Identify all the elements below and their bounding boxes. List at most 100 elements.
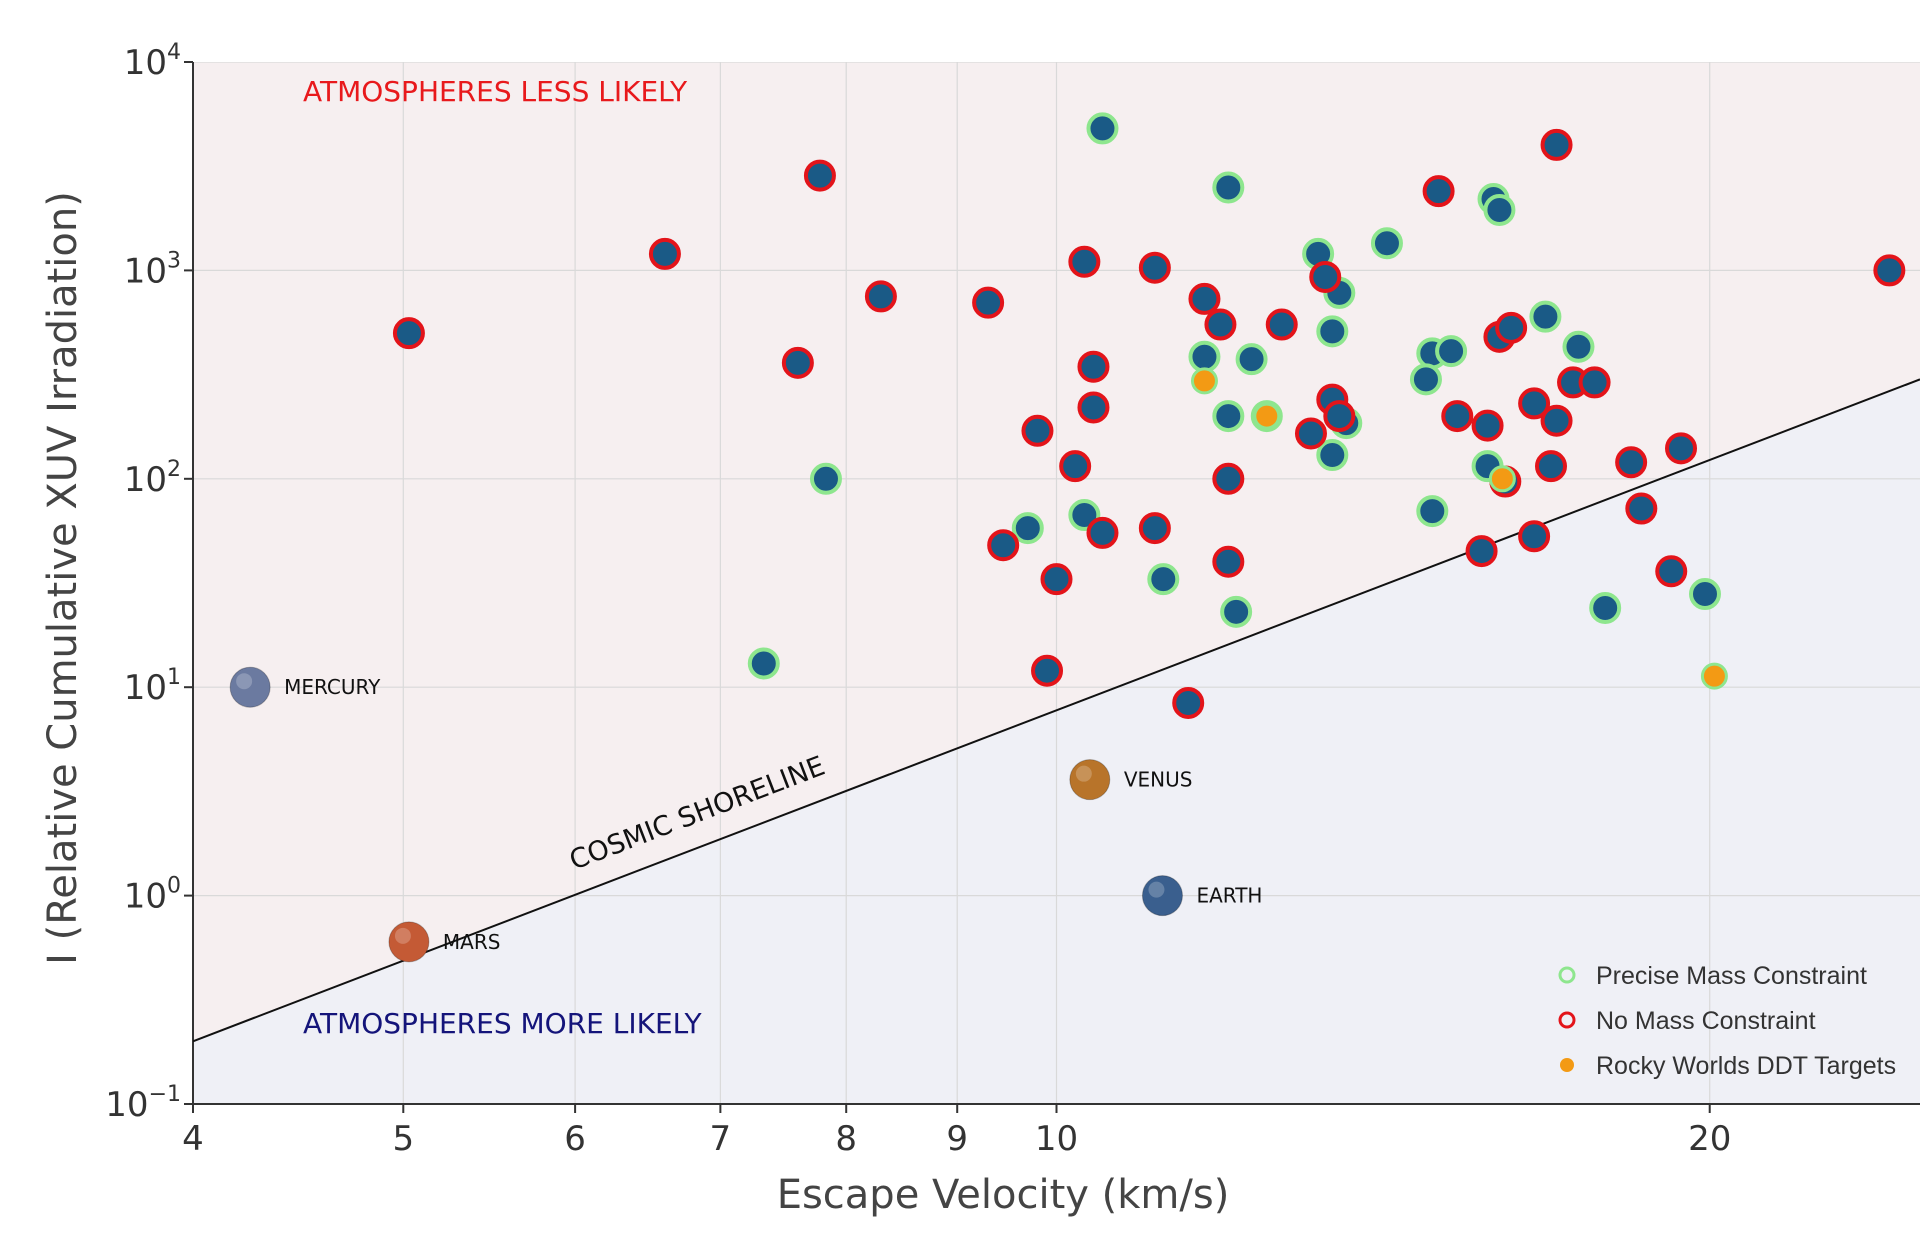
- no-mass-point: [1086, 516, 1119, 549]
- no-mass-point: [1138, 512, 1171, 545]
- no-mass-point: [1665, 432, 1698, 465]
- no-mass-point: [987, 529, 1020, 562]
- precise-mass-point: [1147, 563, 1180, 596]
- no-mass-point: [1068, 245, 1101, 278]
- no-mass-point: [1534, 450, 1567, 483]
- no-mass-point: [1059, 450, 1092, 483]
- x-tick-label: 5: [392, 1119, 414, 1159]
- no-mass-point: [1615, 446, 1648, 479]
- precise-mass-point: [747, 647, 780, 680]
- precise-mass-point: [1688, 578, 1721, 611]
- region-label-upper: ATMOSPHERES LESS LIKELY: [303, 75, 688, 108]
- planet-highlight: [1075, 765, 1092, 782]
- legend-label: Rocky Worlds DDT Targets: [1596, 1052, 1896, 1080]
- precise-mass-point: [1416, 495, 1449, 528]
- planet-highlight: [394, 927, 411, 944]
- precise-mass-point: [1370, 227, 1403, 260]
- no-mass-point: [1323, 400, 1356, 433]
- no-mass-point: [1077, 350, 1110, 383]
- planet-mercury: MERCURY: [229, 666, 381, 708]
- precise-mass-point: [1011, 512, 1044, 545]
- no-mass-point: [1422, 175, 1455, 208]
- no-mass-point: [864, 280, 897, 313]
- precise-mass-point: [1235, 343, 1268, 376]
- no-mass-point: [1212, 462, 1245, 495]
- planet-earth: EARTH: [1141, 875, 1262, 917]
- ddt-target-point: [1190, 367, 1218, 395]
- no-mass-point: [1471, 409, 1504, 442]
- precise-mass-point: [1316, 315, 1349, 348]
- no-mass-point: [1138, 251, 1171, 284]
- region-label-lower: ATMOSPHERES MORE LIKELY: [303, 1007, 703, 1040]
- precise-mass-point: [1589, 591, 1622, 624]
- precise-mass-point: [1435, 335, 1468, 368]
- legend-marker-no-mass: [1558, 1011, 1576, 1029]
- planet-label: VENUS: [1124, 768, 1193, 792]
- planet-highlight: [1148, 881, 1165, 898]
- precise-mass-point: [1188, 340, 1221, 373]
- y-tick-label: 102: [124, 457, 181, 500]
- no-mass-point: [1309, 260, 1342, 293]
- x-tick-label: 4: [182, 1119, 204, 1159]
- no-mass-point: [1655, 555, 1688, 588]
- x-tick-label: 20: [1688, 1119, 1731, 1159]
- cosmic-shoreline-line: [193, 378, 1920, 1043]
- no-mass-point: [1625, 492, 1658, 525]
- precise-mass-point: [1220, 595, 1253, 628]
- precise-mass-point: [1212, 171, 1245, 204]
- precise-mass-point: [1483, 193, 1516, 226]
- x-ticks: 4 5 6 7 8 9 10 20: [182, 1104, 1731, 1159]
- no-mass-point: [1212, 545, 1245, 578]
- no-mass-point: [1495, 311, 1528, 344]
- x-tick-label: 7: [710, 1119, 732, 1159]
- planet-disc: [388, 921, 430, 963]
- no-mass-point: [1294, 417, 1327, 450]
- planet-label: MERCURY: [284, 675, 381, 699]
- planet-label: EARTH: [1196, 884, 1262, 908]
- no-mass-point: [1540, 128, 1573, 161]
- no-mass-point: [1204, 308, 1237, 341]
- planet-disc: [229, 666, 271, 708]
- legend: Precise Mass Constraint No Mass Constrain…: [1558, 962, 1896, 1080]
- no-mass-point: [1031, 654, 1064, 687]
- no-mass-point: [1441, 400, 1474, 433]
- no-mass-point: [1021, 414, 1054, 447]
- y-ticks: 10−1 100 101 102 103 104: [105, 40, 193, 1125]
- planet-highlight: [236, 673, 253, 690]
- y-tick-label: 104: [124, 40, 181, 83]
- ddt-target-point: [1700, 662, 1728, 690]
- no-mass-point: [1540, 404, 1573, 437]
- y-tick-label: 10−1: [105, 1082, 181, 1125]
- no-mass-point: [1873, 254, 1906, 287]
- exoplanet-points: [392, 112, 1906, 719]
- y-axis-title: I (Relative Cumulative XUV Irradiation): [40, 191, 86, 965]
- no-mass-point: [1040, 563, 1073, 596]
- no-mass-point: [1172, 686, 1205, 719]
- x-tick-label: 8: [835, 1119, 857, 1159]
- no-mass-point: [1188, 282, 1221, 315]
- no-mass-point: [803, 159, 836, 192]
- precise-mass-point: [1409, 363, 1442, 396]
- y-tick-label: 101: [124, 665, 181, 708]
- solar-system-planets: MERCURY MARS VENUS EARTH: [229, 666, 1262, 963]
- planet-venus: VENUS: [1069, 759, 1193, 801]
- precise-mass-point: [1529, 300, 1562, 333]
- no-mass-point: [972, 286, 1005, 319]
- planet-label: MARS: [443, 930, 501, 954]
- legend-marker-ddt: [1560, 1058, 1574, 1072]
- planet-disc: [1069, 759, 1111, 801]
- planet-mars: MARS: [388, 921, 501, 963]
- no-mass-point: [1578, 366, 1611, 399]
- no-mass-point: [392, 317, 425, 350]
- legend-marker-precise: [1558, 966, 1576, 984]
- x-axis-title: Escape Velocity (km/s): [777, 1172, 1230, 1218]
- ddt-target-point: [1253, 402, 1281, 430]
- x-tick-label: 10: [1035, 1119, 1078, 1159]
- x-tick-label: 6: [564, 1119, 586, 1159]
- precise-mass-point: [1562, 330, 1595, 363]
- legend-label: Precise Mass Constraint: [1596, 962, 1867, 990]
- precise-mass-point: [1212, 400, 1245, 433]
- no-mass-point: [781, 346, 814, 379]
- ddt-target-point: [1488, 465, 1516, 493]
